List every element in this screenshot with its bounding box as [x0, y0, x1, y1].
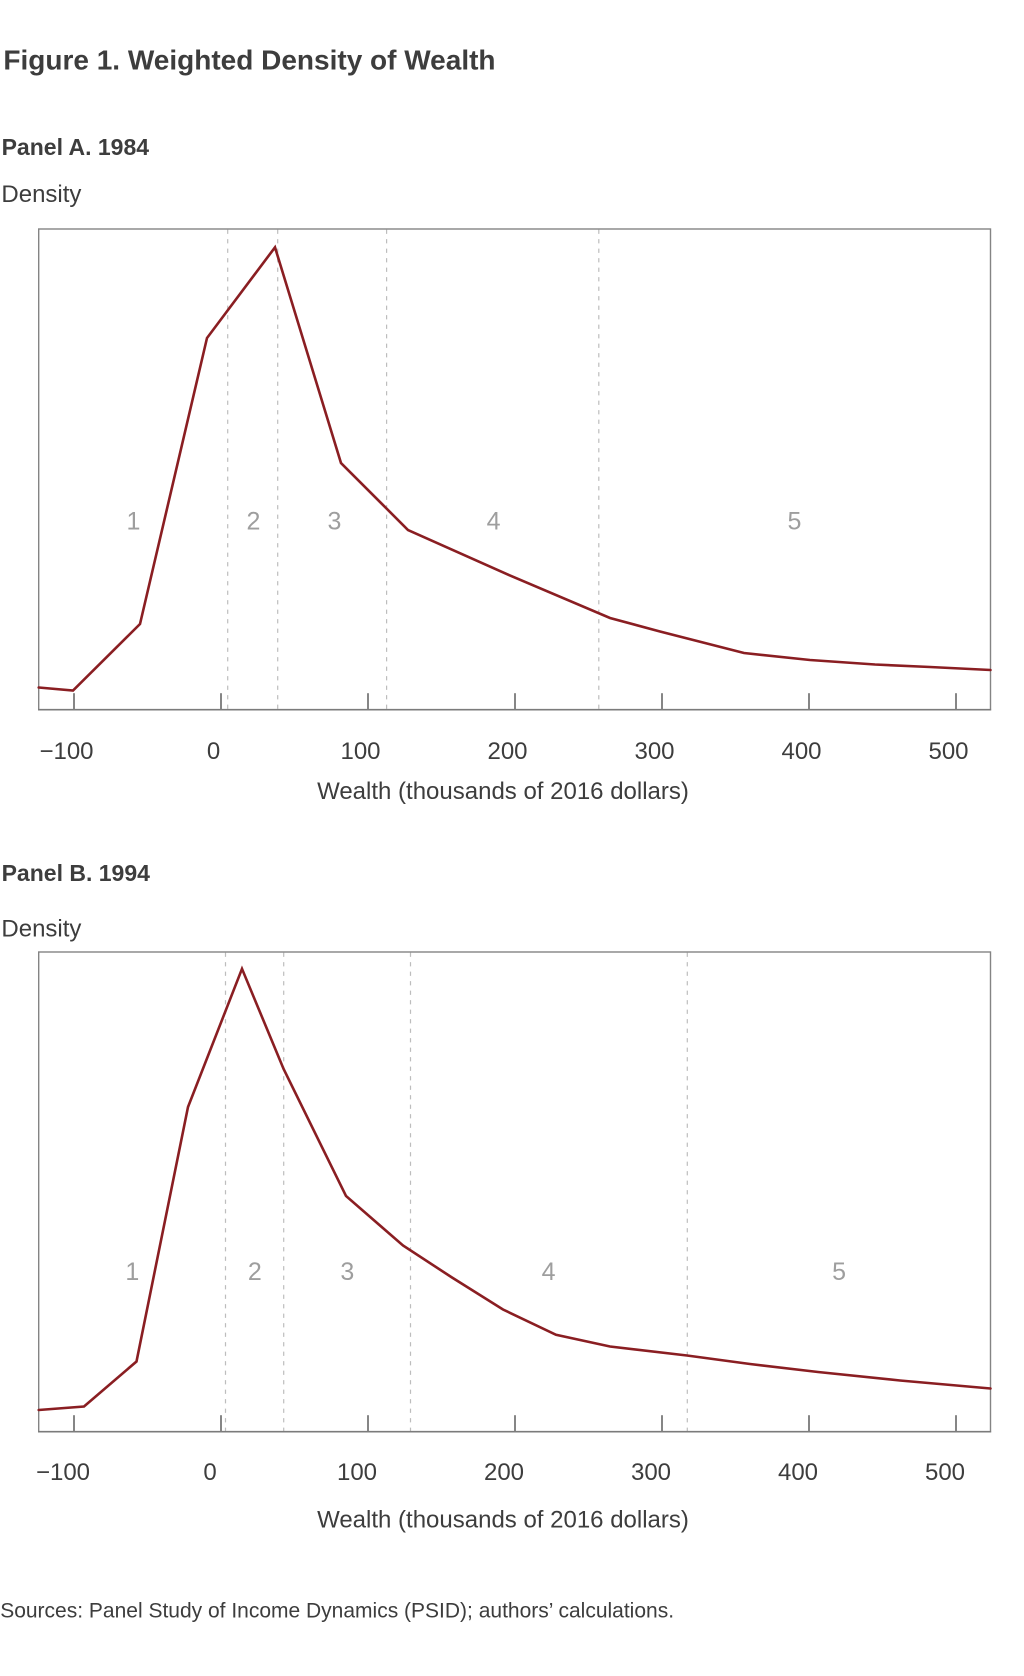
svg-text:5: 5	[788, 508, 802, 536]
svg-text:Figure 1. Weighted Density of: Figure 1. Weighted Density of Wealth	[3, 45, 495, 76]
svg-text:2: 2	[246, 508, 260, 536]
svg-text:400: 400	[781, 738, 821, 765]
svg-text:500: 500	[925, 1459, 965, 1486]
svg-text:Density: Density	[1, 181, 81, 208]
svg-text:400: 400	[778, 1459, 818, 1486]
svg-text:−100: −100	[39, 738, 93, 765]
svg-text:300: 300	[634, 738, 674, 765]
svg-text:4: 4	[487, 508, 501, 536]
svg-text:200: 200	[484, 1459, 524, 1486]
svg-text:2: 2	[248, 1258, 262, 1286]
svg-text:3: 3	[340, 1258, 354, 1286]
svg-text:Panel A. 1984: Panel A. 1984	[2, 134, 150, 160]
svg-text:200: 200	[487, 738, 527, 765]
svg-text:Panel B. 1994: Panel B. 1994	[2, 860, 151, 886]
svg-text:−100: −100	[36, 1459, 90, 1486]
svg-text:0: 0	[207, 738, 220, 765]
svg-text:Wealth (thousands of 2016 doll: Wealth (thousands of 2016 dollars)	[317, 778, 689, 805]
svg-text:3: 3	[327, 508, 341, 536]
svg-text:500: 500	[928, 738, 968, 765]
svg-text:4: 4	[542, 1258, 556, 1286]
svg-text:5: 5	[832, 1258, 846, 1286]
svg-text:100: 100	[337, 1459, 377, 1486]
svg-text:100: 100	[340, 738, 380, 765]
svg-text:Wealth (thousands of 2016 doll: Wealth (thousands of 2016 dollars)	[317, 1507, 689, 1534]
svg-text:1: 1	[125, 1258, 139, 1286]
svg-text:Density: Density	[1, 916, 81, 943]
svg-text:1: 1	[126, 508, 140, 536]
svg-text:300: 300	[631, 1459, 671, 1486]
svg-text:Sources: Panel Study of Income: Sources: Panel Study of Income Dynamics …	[0, 1600, 674, 1623]
svg-text:0: 0	[203, 1459, 216, 1486]
